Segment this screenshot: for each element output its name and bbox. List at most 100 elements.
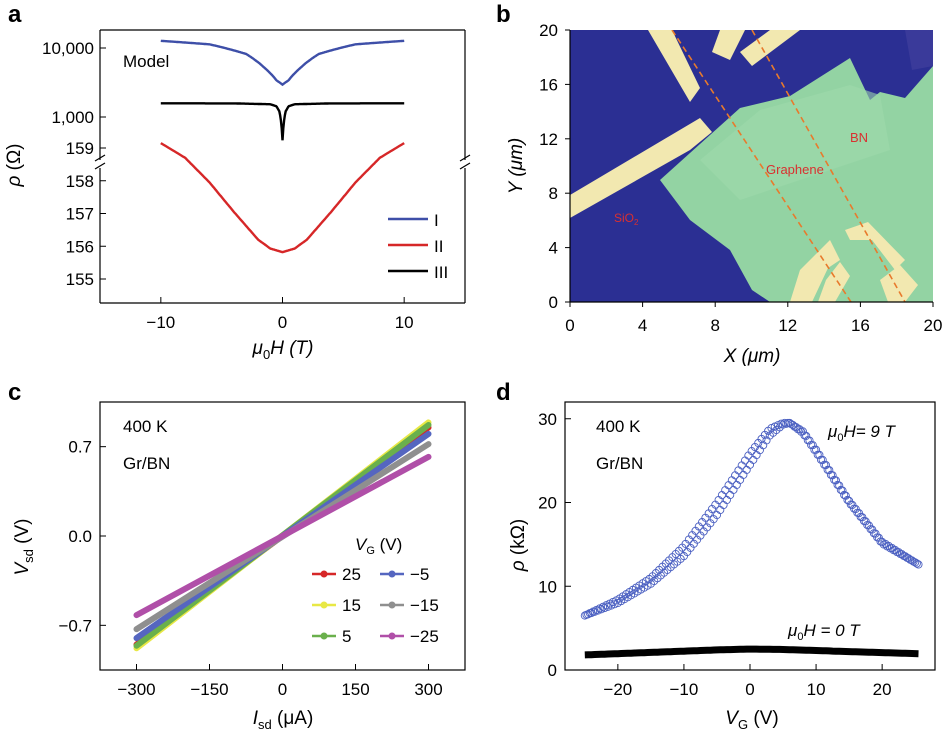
panel-c-axes: −300 −150 0 150 300 −0.7 0.0 0.7 — [58, 401, 466, 699]
panel-d-temperature: 400 K — [596, 417, 641, 436]
data-point — [724, 481, 733, 490]
contact-bottom-2 — [818, 262, 850, 302]
y-tick-label: 16 — [539, 75, 558, 94]
legend-marker-25 — [320, 570, 328, 578]
panel-d-sample: Gr/BN — [596, 454, 643, 473]
panel-d-field-9T-label: μ0H= 9 T — [827, 422, 897, 444]
panel-c-temperature: 400 K — [123, 417, 168, 436]
data-point — [742, 465, 751, 474]
y-tick-label: 0 — [548, 661, 557, 680]
series-9T-sweep-2 — [582, 418, 921, 619]
panel-b-xlabel: X (μm) — [723, 346, 781, 367]
data-point — [749, 455, 758, 464]
data-point — [752, 450, 761, 460]
y-tick-label: 0.0 — [68, 527, 92, 546]
panel-d-xlabel: VG (V) — [725, 708, 778, 732]
y-tick-label: 8 — [549, 184, 558, 203]
series-−25-line — [133, 453, 432, 619]
bn-label: BN — [850, 130, 868, 145]
bn-edge-dashed-line — [751, 30, 906, 302]
panel-b-ticks: 0 4 8 12 16 20 0 4 8 12 16 20 — [539, 21, 942, 335]
graphene-label: Graphene — [766, 162, 824, 177]
y-tick-label: 155 — [66, 270, 94, 289]
x-tick-label: 12 — [778, 316, 797, 335]
panel-d-label: d — [496, 379, 511, 406]
data-point — [727, 476, 736, 485]
series-III-line — [160, 102, 405, 141]
panel-a: a −10 0 10 1,000 10,000 155 156 157 158 159 Model… — [4, 1, 471, 362]
y-tick-label: −0.7 — [58, 616, 92, 635]
panel-d-axes: −20 −10 0 10 20 0 10 20 30 — [538, 401, 936, 699]
x-tick-label: 8 — [710, 316, 719, 335]
legend-label-−5: −5 — [410, 565, 429, 584]
x-tick-label: 0 — [745, 680, 754, 699]
contact-top-1 — [648, 30, 700, 102]
axis-break-mark — [459, 154, 471, 162]
panel-a-xlabel: μ0H (T) — [252, 338, 314, 362]
graphene-region — [700, 85, 890, 200]
x-tick-label: 0 — [278, 313, 287, 332]
plot-frame — [564, 401, 936, 671]
y-tick-label: 1,000 — [51, 108, 94, 127]
panel-c-label: c — [8, 379, 21, 406]
series-I-line — [160, 39, 405, 87]
axis-break-mark — [94, 154, 106, 162]
data-point — [721, 486, 730, 495]
panel-c-ylabel: Vsd (V) — [12, 518, 36, 575]
panel-b-label: b — [496, 1, 511, 28]
y-tick-label: 0 — [549, 293, 558, 312]
legend-label-II: II — [434, 237, 443, 256]
panel-d: d −20 −10 0 10 20 0 10 20 30 400 K Gr/BN μ0H= 9 … — [496, 379, 936, 732]
panel-c-xlabel: Isd (μA) — [253, 708, 314, 732]
y-tick-label: 159 — [66, 139, 94, 158]
y-tick-label: 12 — [539, 130, 558, 149]
flake-edge — [905, 30, 933, 70]
y-tick-label: 0.7 — [68, 438, 92, 457]
x-tick-label: −20 — [603, 680, 632, 699]
x-tick-label: −150 — [190, 680, 228, 699]
panel-d-series — [580, 418, 923, 659]
y-tick-label: 10,000 — [42, 39, 94, 58]
micrograph: SiO2 Graphene BN — [570, 30, 933, 302]
axis-break-mark — [459, 162, 471, 170]
legend-marker-−15 — [388, 601, 396, 609]
x-tick-label: −10 — [670, 680, 699, 699]
data-point — [717, 491, 726, 500]
sio2-label: SiO2 — [614, 211, 639, 227]
data-point — [734, 466, 743, 475]
graphene-edge-dashed-line — [671, 30, 852, 302]
data-point — [731, 471, 740, 480]
x-tick-label: 4 — [638, 316, 647, 335]
data-point — [737, 461, 746, 470]
data-point — [912, 559, 921, 568]
legend-label-15: 15 — [342, 596, 361, 615]
y-tick-label: 4 — [549, 239, 558, 258]
panel-c: c −300 −150 0 150 300−0.70.00.7 400 K Gr/BN … — [8, 379, 466, 732]
x-tick-label: 16 — [851, 316, 870, 335]
panel-c-legend-title: VG (V) — [355, 535, 402, 557]
x-tick-label: 20 — [924, 316, 943, 335]
legend-label-I: I — [434, 211, 439, 230]
y-tick-label: 20 — [539, 21, 558, 40]
x-tick-label: 0 — [278, 680, 287, 699]
data-point — [739, 470, 748, 479]
x-tick-label: 20 — [873, 680, 892, 699]
contact-bottom-1 — [790, 240, 840, 302]
panel-a-model-annotation: Model — [123, 52, 169, 71]
y-tick-label: 20 — [538, 494, 557, 513]
contact-top-2 — [712, 30, 745, 60]
x-tick-label: 10 — [395, 313, 414, 332]
panel-c-legend: 25 15 5 −5 −15 −25 — [312, 565, 439, 646]
contact-bottom-3 — [845, 222, 905, 270]
legend-label-III: III — [434, 263, 448, 282]
legend-label-25: 25 — [342, 565, 361, 584]
axis-break-mark — [94, 162, 106, 170]
x-tick-label: 150 — [341, 680, 369, 699]
x-tick-label: 0 — [565, 316, 574, 335]
x-tick-label: −300 — [117, 680, 155, 699]
legend-marker-15 — [320, 601, 328, 609]
legend-label-−25: −25 — [410, 627, 439, 646]
data-point — [813, 450, 822, 459]
